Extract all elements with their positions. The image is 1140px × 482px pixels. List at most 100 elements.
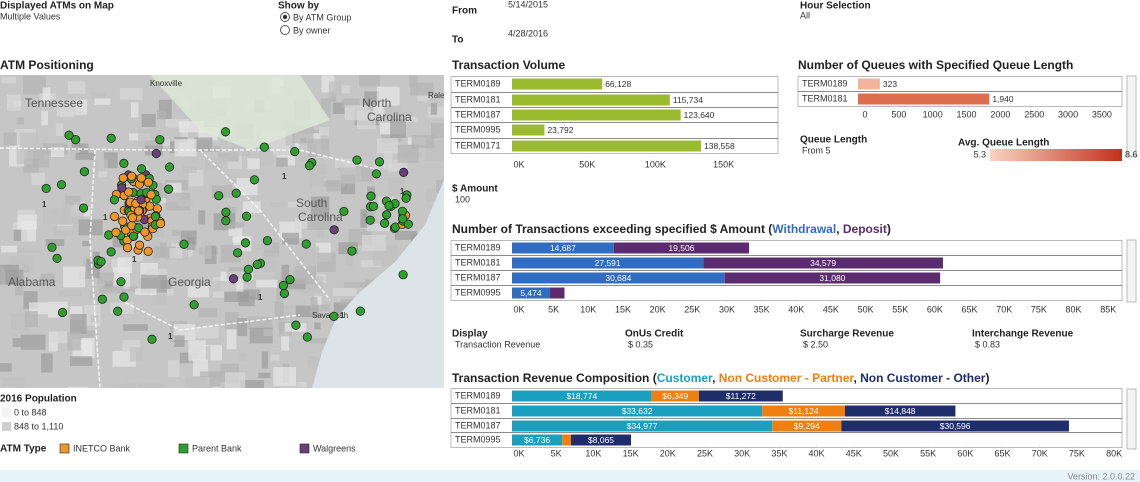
atm-dot[interactable] xyxy=(136,195,146,205)
atm-dot[interactable] xyxy=(304,161,315,171)
atm-dot[interactable] xyxy=(116,277,126,287)
atm-dot[interactable] xyxy=(352,155,362,165)
atm-dot[interactable] xyxy=(221,216,231,226)
atm-dot[interactable] xyxy=(146,190,156,200)
atm-dot[interactable] xyxy=(290,146,300,157)
atm-dot[interactable] xyxy=(109,195,119,205)
atm-dot[interactable] xyxy=(97,294,107,304)
atm-dot[interactable] xyxy=(155,218,166,229)
scrollbar[interactable] xyxy=(1126,75,1137,157)
atm-dot[interactable] xyxy=(127,213,138,223)
atm-dot[interactable] xyxy=(47,242,57,252)
atm-dot[interactable] xyxy=(242,272,252,282)
y-tick-label: TERM0995 xyxy=(455,434,501,444)
scrollbar[interactable] xyxy=(1126,388,1137,450)
atm-dot[interactable] xyxy=(329,225,339,235)
atm-dot[interactable] xyxy=(398,214,408,224)
atm-dot[interactable] xyxy=(136,173,146,183)
atm-dot[interactable] xyxy=(301,239,311,249)
map-texture xyxy=(53,225,75,237)
map-texture xyxy=(425,188,436,202)
atm-dot[interactable] xyxy=(347,246,357,256)
atm-dot[interactable] xyxy=(368,201,379,211)
atm-dot[interactable] xyxy=(384,201,394,211)
atm-dot[interactable] xyxy=(403,219,413,229)
atm-dot[interactable] xyxy=(70,135,81,145)
atm-dot[interactable] xyxy=(233,248,243,258)
atm-dot[interactable] xyxy=(249,175,260,185)
atm-dot[interactable] xyxy=(134,240,145,250)
atm-dot[interactable] xyxy=(164,162,175,172)
atm-dot[interactable] xyxy=(302,332,312,342)
atm-dot[interactable] xyxy=(52,253,62,263)
atm-dot[interactable] xyxy=(143,246,153,256)
atm-dot[interactable] xyxy=(278,280,288,291)
atm-dot[interactable] xyxy=(56,180,67,190)
atm-dot[interactable] xyxy=(96,256,106,267)
atm-dot[interactable] xyxy=(118,173,128,183)
atm-dot[interactable] xyxy=(231,188,241,198)
atm-dot[interactable] xyxy=(41,183,51,194)
atm-dot[interactable] xyxy=(401,193,411,203)
atm-dot[interactable] xyxy=(399,167,409,177)
atm-dot[interactable] xyxy=(214,191,224,201)
atm-dot[interactable] xyxy=(150,211,160,222)
atm-dot[interactable] xyxy=(140,227,150,237)
atm-dot[interactable] xyxy=(106,247,116,257)
atm-dot[interactable] xyxy=(243,264,254,274)
atm-dot[interactable] xyxy=(189,300,199,310)
atm-dot[interactable] xyxy=(57,307,68,318)
atm-dot[interactable] xyxy=(121,225,131,235)
atm-dot[interactable] xyxy=(111,227,121,237)
atm-dot[interactable] xyxy=(134,206,144,216)
atm-dot[interactable] xyxy=(220,127,231,137)
atm-dot[interactable] xyxy=(371,169,382,179)
atm-dot[interactable] xyxy=(109,211,120,222)
atm-dot[interactable] xyxy=(228,274,239,284)
atm-dot[interactable] xyxy=(136,164,147,174)
atm-dot[interactable] xyxy=(151,148,161,159)
atm-dot[interactable] xyxy=(79,167,90,177)
scrollbar[interactable] xyxy=(1126,239,1137,303)
atm-dot[interactable] xyxy=(64,130,74,140)
bar-segment xyxy=(571,434,632,446)
atm-dot[interactable] xyxy=(374,157,385,167)
atm-dot[interactable] xyxy=(329,311,339,321)
atm-dot[interactable] xyxy=(285,275,295,285)
atm-dot[interactable] xyxy=(133,223,144,233)
atm-dot[interactable] xyxy=(179,239,189,249)
atm-dot[interactable] xyxy=(339,206,349,217)
atm-dot[interactable] xyxy=(119,158,129,169)
atm-dot[interactable] xyxy=(106,133,116,143)
atm-dot[interactable] xyxy=(279,288,290,299)
atm-dot[interactable] xyxy=(147,334,157,344)
atm-dot[interactable] xyxy=(262,235,273,246)
atm-dot[interactable] xyxy=(221,207,231,217)
atm-dot[interactable] xyxy=(380,218,390,228)
atm-dot[interactable] xyxy=(124,187,134,197)
atm-dot[interactable] xyxy=(122,243,133,253)
atm-dot[interactable] xyxy=(117,183,127,193)
atm-dot[interactable] xyxy=(163,184,174,194)
atm-dot[interactable] xyxy=(155,135,165,145)
atm-dot[interactable] xyxy=(355,306,365,316)
map[interactable]: KnoxvilleTennesseeRaleighNorthCarolinaSo… xyxy=(0,75,455,403)
atm-dot[interactable] xyxy=(127,171,137,181)
atm-dot[interactable] xyxy=(128,231,139,241)
atm-dot[interactable] xyxy=(382,210,392,220)
atm-dot[interactable] xyxy=(252,259,262,270)
atm-dot[interactable] xyxy=(78,203,89,213)
atm-dot[interactable] xyxy=(143,177,153,187)
atm-dot[interactable] xyxy=(241,211,252,221)
atm-dot[interactable] xyxy=(365,215,375,225)
atm-dot[interactable] xyxy=(119,292,129,302)
atm-dot[interactable] xyxy=(291,320,301,330)
atm-dot[interactable] xyxy=(113,306,123,316)
atm-dot[interactable] xyxy=(398,270,408,280)
atm-dot[interactable] xyxy=(366,191,376,201)
atm-dot[interactable] xyxy=(240,238,251,248)
atm-dot[interactable] xyxy=(118,216,128,226)
radio-button[interactable] xyxy=(280,25,290,35)
atm-dot[interactable] xyxy=(259,142,269,152)
map-texture xyxy=(307,138,330,157)
